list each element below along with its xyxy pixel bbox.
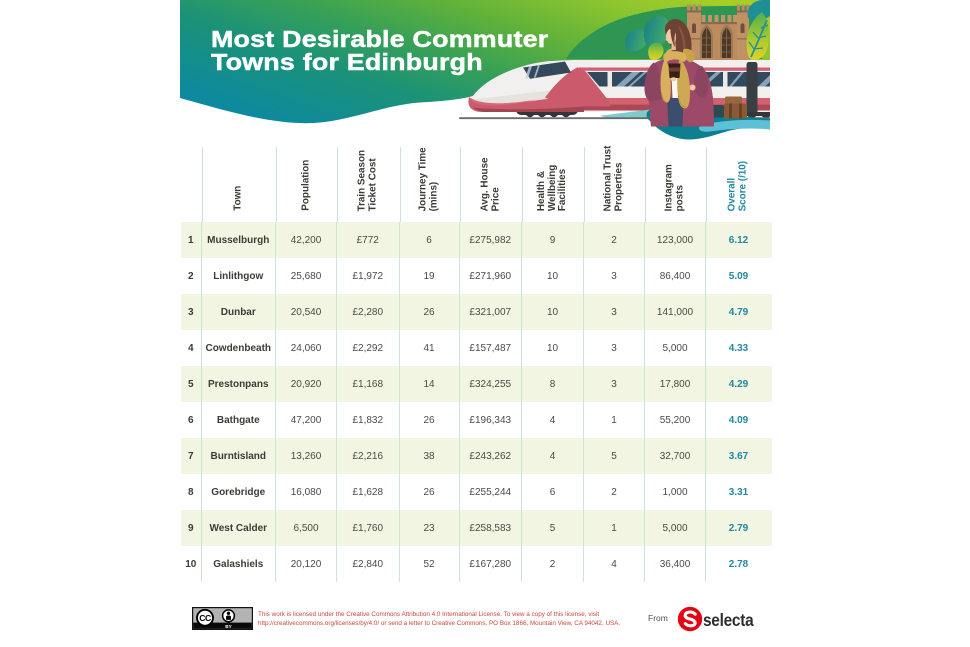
svg-text:BY: BY	[225, 624, 231, 629]
svg-text:CC: CC	[199, 613, 211, 623]
